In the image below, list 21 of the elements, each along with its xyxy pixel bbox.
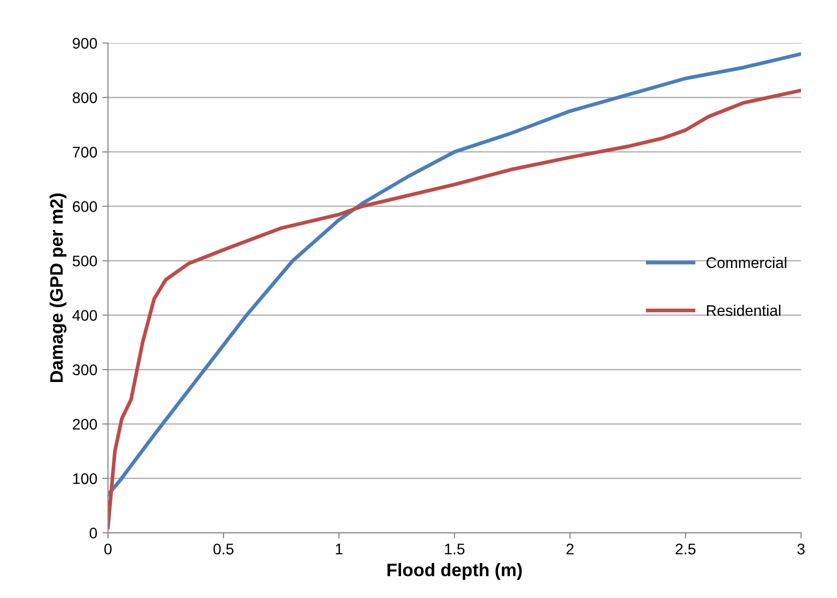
y-tick-label: 400 — [72, 310, 97, 321]
x-tick-label: 0.5 — [213, 544, 234, 554]
y-tick-label: 700 — [72, 146, 97, 158]
x-tick-label: 3 — [797, 544, 805, 554]
y-tick-label: 300 — [72, 364, 97, 376]
x-tick-label: 2.5 — [676, 544, 696, 554]
y-axis-title: Damage (GPD per m2) — [50, 194, 67, 382]
y-tick-label: 0 — [90, 528, 97, 539]
y-tick-label: 100 — [73, 473, 97, 484]
y-tick-label: 900 — [72, 38, 97, 49]
x-axis-title: Flood depth (m) — [388, 563, 522, 580]
y-tick-label: 600 — [72, 201, 97, 212]
x-tick-label: 0 — [104, 544, 112, 554]
x-tick-label: 1.5 — [445, 544, 464, 554]
y-tick-label: 800 — [72, 92, 97, 104]
x-tick-label: 2 — [566, 544, 574, 554]
x-tick-label: 1 — [336, 544, 342, 554]
legend-label: Commercial — [706, 256, 786, 268]
y-tick-label: 200 — [72, 418, 97, 430]
y-tick-label: 500 — [72, 256, 97, 266]
legend-label: Residential — [707, 304, 780, 316]
